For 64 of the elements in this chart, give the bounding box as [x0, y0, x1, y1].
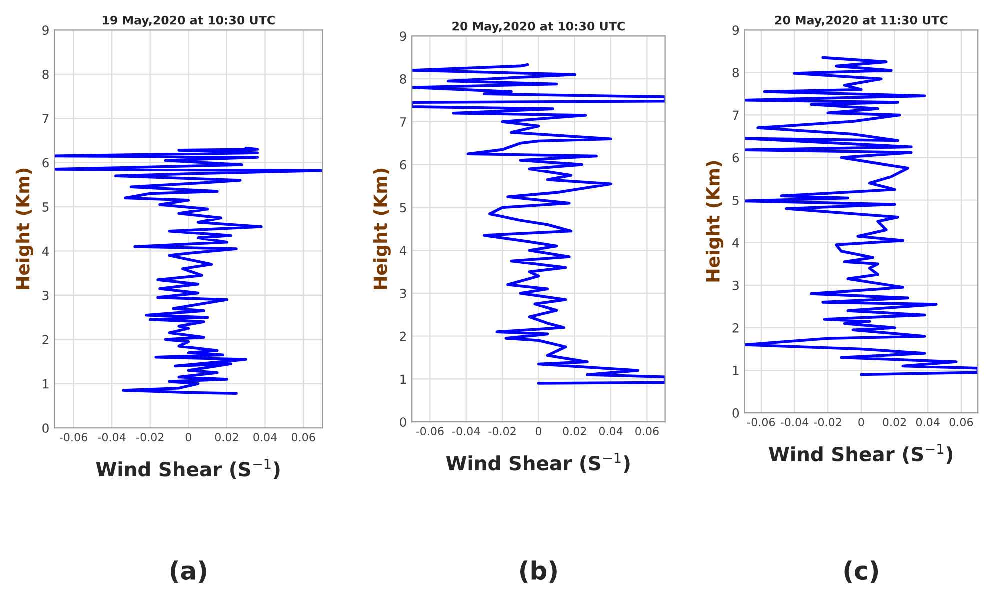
chart-title: 19 May,2020 at 10:30 UTC: [103, 16, 275, 28]
y-axis-title: Height (Km): [373, 168, 391, 290]
y-tick-label: 2: [42, 335, 48, 344]
x-tick-label: -0.06: [748, 418, 776, 427]
x-tick-label: -0.04: [780, 418, 809, 427]
x-tick-label: 0: [536, 427, 542, 436]
x-tick-label: 0.04: [254, 433, 278, 442]
y-tick-label: 7: [732, 110, 739, 120]
y-tick-label: 7: [42, 114, 49, 124]
x-tick-label: -0.02: [814, 418, 842, 427]
y-tick-label: 6: [732, 153, 740, 163]
y-tick-label: 2: [400, 332, 406, 342]
y-tick-label: 5: [732, 196, 739, 206]
x-tick-label: 0.04: [916, 418, 940, 427]
x-tick-label: 0: [186, 433, 192, 442]
y-tick-label: 4: [42, 246, 50, 256]
y-tick-label: 3: [42, 290, 49, 300]
y-tick-label: 0: [732, 408, 740, 418]
y-tick-label: 6: [400, 160, 406, 170]
y-tick-label: 5: [400, 203, 406, 213]
y-tick-label: 8: [42, 70, 49, 80]
y-tick-label: 1: [43, 380, 49, 389]
y-tick-label: 3: [400, 288, 406, 298]
y-tick-label: 9: [42, 26, 49, 36]
y-axis-title: Height (Km): [706, 161, 724, 282]
y-tick-label: 4: [732, 238, 740, 248]
y-tick-label: 1: [400, 374, 406, 384]
x-axis-title: Wind Shear (S$^{−1}$): [769, 444, 953, 464]
chart-title: 20 May,2020 at 11:30 UTC: [775, 16, 948, 28]
x-tick-label: 0.02: [215, 433, 238, 442]
y-tick-label: 2: [732, 323, 739, 333]
line-series: [412, 64, 666, 385]
x-tick-label: 0.02: [883, 418, 906, 427]
x-axis-title: Wind Shear (S$^{−1}$): [446, 453, 630, 473]
y-tick-label: 7: [400, 118, 406, 127]
text: (b): [520, 560, 557, 584]
y-tick-label: 8: [400, 74, 406, 84]
x-tick-label: 0.06: [636, 427, 659, 436]
x-axis-title: Wind Shear (S$^{−1}$): [96, 459, 280, 480]
y-tick-label: 5: [42, 202, 49, 212]
y-axis-title: Height (Km): [16, 168, 34, 290]
x-tick-label: -0.04: [452, 427, 480, 436]
x-tick-label: 0.04: [599, 427, 623, 436]
text: (c): [844, 560, 878, 584]
x-tick-label: -0.06: [416, 427, 444, 436]
y-tick-label: 8: [732, 68, 740, 78]
y-tick-label: 3: [732, 280, 739, 290]
x-tick-label: 0.06: [292, 433, 316, 442]
y-tick-label: 9: [732, 26, 740, 36]
y-tick-label: 1: [733, 366, 739, 376]
line-series: [744, 56, 978, 376]
x-tick-label: 0: [858, 418, 864, 427]
x-tick-label: -0.04: [98, 433, 126, 442]
x-tick-label: 0.02: [563, 427, 586, 436]
y-tick-label: 4: [400, 246, 407, 256]
chart-title: 20 May,2020 at 10:30 UTC: [452, 22, 625, 34]
y-tick-label: 6: [42, 158, 49, 168]
x-tick-label: -0.06: [60, 433, 88, 442]
text: (a): [170, 560, 206, 584]
y-tick-label: 9: [400, 32, 406, 42]
line-series: [54, 146, 323, 396]
x-tick-label: -0.02: [488, 427, 516, 436]
x-tick-label: 0.06: [950, 418, 974, 427]
x-tick-label: -0.02: [136, 433, 164, 442]
